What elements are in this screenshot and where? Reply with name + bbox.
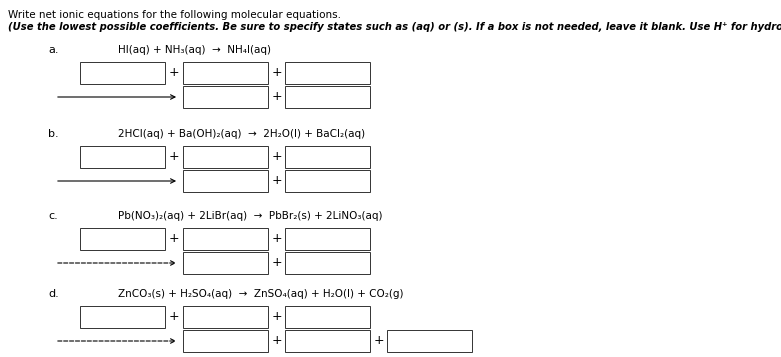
Bar (285, 330, 370, 352)
Bar (183, 86, 268, 108)
Text: Pb(NO₃)₂(aq) + 2LiBr(aq)  →  PbBr₂(s) + 2LiNO₃(aq): Pb(NO₃)₂(aq) + 2LiBr(aq) → PbBr₂(s) + 2L… (118, 211, 383, 221)
Text: +: + (373, 335, 383, 347)
Bar (183, 330, 268, 352)
Bar (285, 252, 370, 274)
Bar (183, 306, 268, 328)
Text: +: + (271, 311, 282, 323)
Bar (285, 86, 370, 108)
Bar (80, 306, 165, 328)
Bar (285, 228, 370, 250)
Bar (183, 170, 268, 192)
Bar (285, 170, 370, 192)
Text: (Use the lowest possible coefficients. Be sure to specify states such as (aq) or: (Use the lowest possible coefficients. B… (8, 22, 781, 32)
Text: +: + (271, 256, 282, 270)
Text: HI(aq) + NH₃(aq)  →  NH₄I(aq): HI(aq) + NH₃(aq) → NH₄I(aq) (118, 45, 271, 55)
Text: Write net ionic equations for the following molecular equations.: Write net ionic equations for the follow… (8, 10, 341, 20)
Bar (285, 306, 370, 328)
Text: +: + (271, 151, 282, 164)
Bar (80, 228, 165, 250)
Text: +: + (169, 232, 180, 246)
Text: +: + (169, 151, 180, 164)
Bar (285, 62, 370, 84)
Text: +: + (271, 232, 282, 246)
Text: +: + (169, 66, 180, 80)
Text: b.: b. (48, 129, 59, 139)
Bar (285, 146, 370, 168)
Text: a.: a. (48, 45, 59, 55)
Text: 2HCl(aq) + Ba(OH)₂(aq)  →  2H₂O(l) + BaCl₂(aq): 2HCl(aq) + Ba(OH)₂(aq) → 2H₂O(l) + BaCl₂… (118, 129, 366, 139)
Text: +: + (271, 91, 282, 104)
Text: +: + (271, 66, 282, 80)
Bar (80, 146, 165, 168)
Bar (183, 146, 268, 168)
Text: +: + (271, 175, 282, 187)
Text: ZnCO₃(s) + H₂SO₄(aq)  →  ZnSO₄(aq) + H₂O(l) + CO₂(g): ZnCO₃(s) + H₂SO₄(aq) → ZnSO₄(aq) + H₂O(l… (118, 289, 404, 299)
Bar (80, 62, 165, 84)
Bar (183, 228, 268, 250)
Bar (183, 252, 268, 274)
Text: c.: c. (48, 211, 58, 221)
Text: d.: d. (48, 289, 59, 299)
Bar (183, 62, 268, 84)
Text: +: + (169, 311, 180, 323)
Bar (387, 330, 472, 352)
Text: +: + (271, 335, 282, 347)
